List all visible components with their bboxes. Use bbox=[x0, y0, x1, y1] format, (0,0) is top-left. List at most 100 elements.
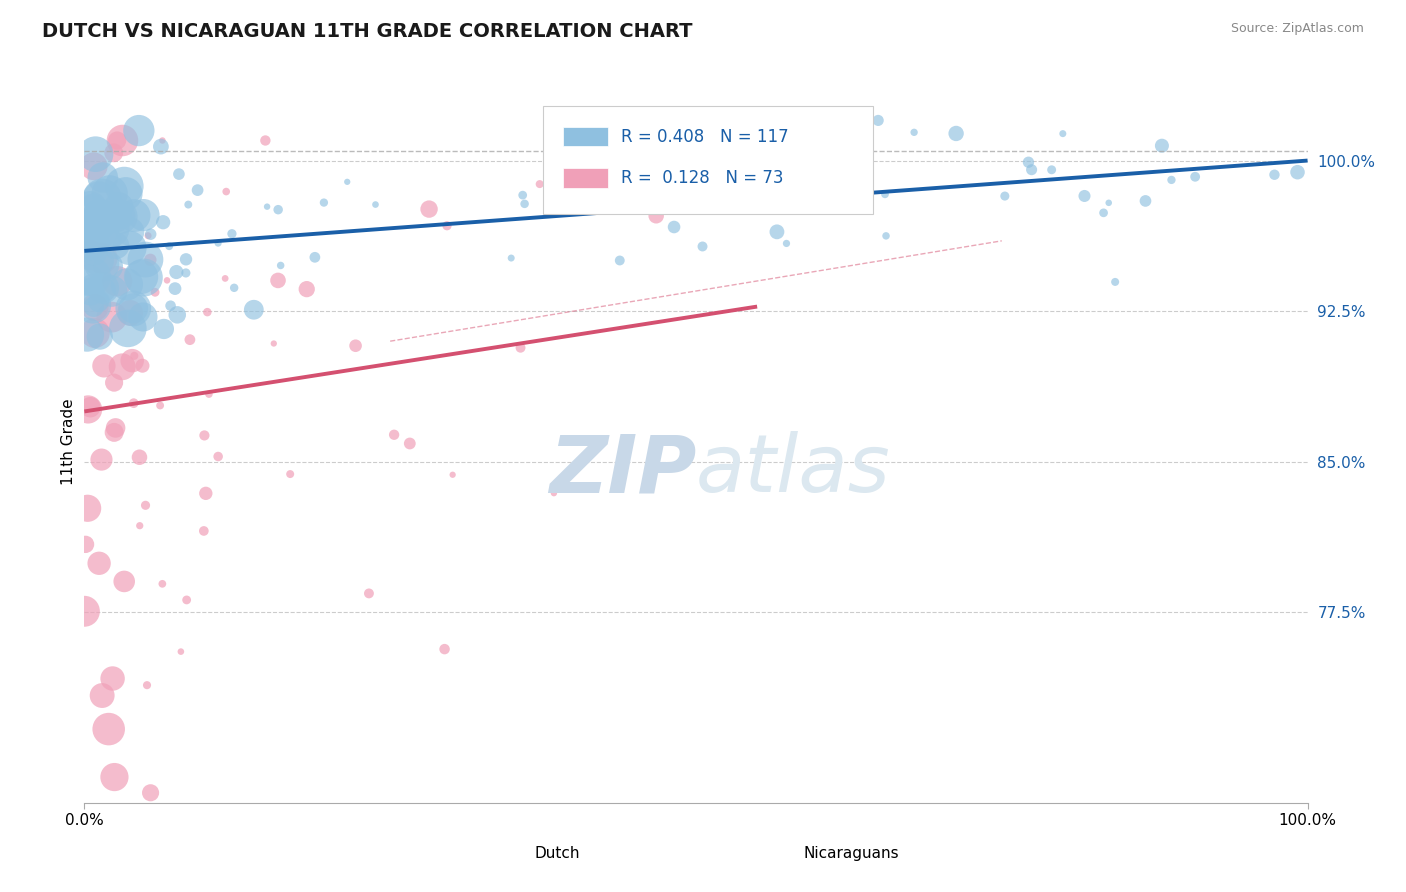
Point bbox=[295, 282, 318, 296]
Point bbox=[111, 133, 134, 147]
Point bbox=[512, 188, 534, 202]
Point bbox=[77, 273, 100, 287]
Point bbox=[118, 241, 141, 255]
Point bbox=[270, 259, 292, 273]
Point bbox=[134, 252, 156, 267]
Point bbox=[76, 501, 98, 516]
Point bbox=[149, 139, 172, 153]
Point bbox=[382, 427, 405, 442]
Point bbox=[82, 235, 104, 249]
Point bbox=[79, 285, 101, 299]
Point bbox=[174, 266, 197, 280]
Text: Dutch: Dutch bbox=[534, 846, 581, 861]
Point bbox=[501, 251, 523, 265]
Point bbox=[772, 113, 794, 128]
Point bbox=[1040, 162, 1063, 177]
Point bbox=[198, 387, 221, 401]
Point bbox=[544, 113, 567, 128]
Point bbox=[224, 281, 246, 295]
Point bbox=[875, 228, 897, 243]
Point bbox=[122, 301, 145, 316]
Point bbox=[89, 211, 111, 225]
Point bbox=[166, 308, 188, 322]
Point bbox=[994, 189, 1017, 203]
Point bbox=[170, 645, 193, 659]
Point bbox=[207, 236, 229, 251]
Text: Source: ZipAtlas.com: Source: ZipAtlas.com bbox=[1230, 22, 1364, 36]
Point bbox=[111, 359, 134, 374]
Point bbox=[77, 234, 100, 248]
Point bbox=[336, 175, 359, 189]
Point bbox=[214, 271, 236, 285]
Point bbox=[122, 301, 145, 316]
Y-axis label: 11th Grade: 11th Grade bbox=[60, 398, 76, 485]
Point bbox=[79, 201, 101, 215]
Point bbox=[77, 402, 100, 417]
Point bbox=[903, 125, 925, 139]
Point bbox=[103, 376, 125, 390]
Point bbox=[90, 452, 112, 467]
Point bbox=[132, 270, 155, 285]
Point bbox=[77, 248, 100, 262]
Point bbox=[115, 277, 138, 292]
Point bbox=[945, 127, 967, 141]
Point bbox=[541, 139, 564, 153]
Point bbox=[107, 200, 129, 214]
Point bbox=[177, 197, 200, 211]
Point bbox=[662, 191, 685, 205]
Point bbox=[87, 190, 110, 204]
Point bbox=[112, 179, 135, 194]
Point bbox=[398, 436, 420, 450]
Point bbox=[179, 333, 201, 347]
Point bbox=[1135, 194, 1157, 208]
Text: atlas: atlas bbox=[696, 432, 891, 509]
Point bbox=[87, 254, 110, 268]
Point bbox=[267, 202, 290, 217]
Point bbox=[122, 209, 145, 223]
Text: R = 0.408   N = 117: R = 0.408 N = 117 bbox=[621, 128, 789, 145]
Point bbox=[120, 306, 142, 320]
FancyBboxPatch shape bbox=[494, 844, 526, 862]
Point bbox=[1286, 165, 1309, 179]
Point bbox=[90, 251, 112, 265]
Point bbox=[120, 225, 142, 239]
Point bbox=[357, 586, 380, 600]
Point bbox=[98, 186, 121, 201]
Point bbox=[104, 421, 127, 435]
Point bbox=[433, 642, 456, 657]
Point bbox=[104, 209, 127, 223]
Point bbox=[91, 689, 114, 703]
Point bbox=[132, 310, 155, 324]
Point bbox=[256, 200, 278, 214]
Point bbox=[156, 273, 179, 287]
Point bbox=[82, 298, 104, 312]
Point bbox=[509, 341, 531, 355]
Point bbox=[103, 770, 125, 784]
Point bbox=[692, 239, 714, 253]
Point bbox=[101, 310, 124, 325]
Point bbox=[131, 359, 153, 373]
Point bbox=[135, 498, 157, 512]
Point bbox=[139, 786, 162, 800]
Point bbox=[73, 226, 96, 240]
Point bbox=[121, 353, 143, 368]
Point bbox=[609, 253, 631, 268]
Point bbox=[122, 396, 145, 410]
Point bbox=[153, 322, 176, 336]
Point bbox=[868, 113, 890, 128]
Point bbox=[1150, 138, 1173, 153]
Point bbox=[149, 399, 172, 413]
Point bbox=[1104, 275, 1126, 289]
Point bbox=[115, 186, 138, 201]
Point bbox=[136, 678, 159, 692]
Point bbox=[124, 349, 146, 363]
Point bbox=[111, 209, 134, 223]
Point bbox=[82, 244, 104, 258]
Point bbox=[128, 123, 150, 137]
Point bbox=[165, 265, 187, 279]
Point bbox=[1021, 162, 1043, 177]
Point bbox=[418, 202, 440, 216]
Point bbox=[278, 467, 301, 481]
Point bbox=[82, 198, 104, 212]
Point bbox=[1160, 173, 1182, 187]
